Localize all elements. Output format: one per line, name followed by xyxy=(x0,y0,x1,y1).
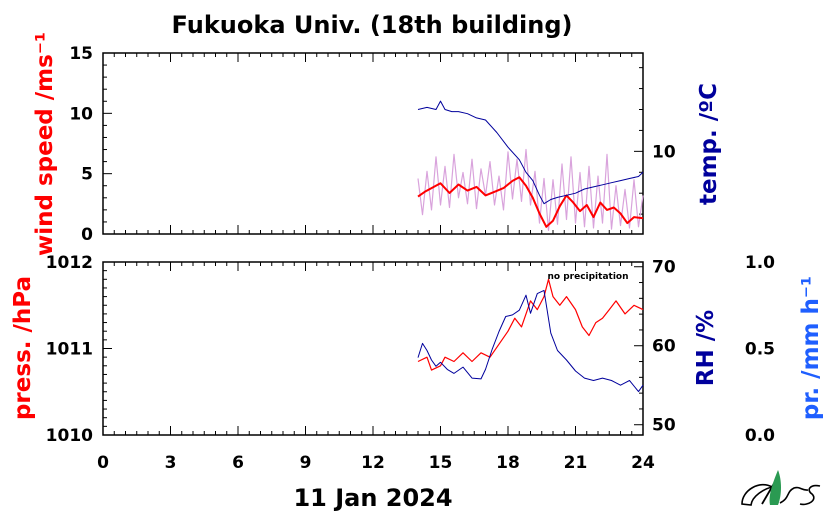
precip-tick-label: 0.0 xyxy=(745,426,775,446)
precip-tick-label: 1.0 xyxy=(745,253,775,273)
research-logo-icon xyxy=(741,470,821,506)
rh-tick-label: 50 xyxy=(652,416,676,436)
wind-mean-line xyxy=(417,176,644,228)
x-tick-label: 18 xyxy=(496,453,520,473)
data-lines xyxy=(417,100,644,393)
x-tick-label: 12 xyxy=(361,453,385,473)
pressure-tick-label: 1011 xyxy=(46,340,93,360)
top-panel-frame xyxy=(102,52,644,235)
rh-tick-label: 70 xyxy=(652,258,676,278)
x-tick-label: 15 xyxy=(429,453,453,473)
precip-axis-label: pr. /mm h⁻¹ xyxy=(798,276,824,420)
tick-labels: 0 3 6 9 12 15 18 21 24 0 5 10 15 1010 1011 1012 10 50 60 70… xyxy=(46,44,775,473)
wind-tick-label: 0 xyxy=(81,225,93,245)
chart-title: Fukuoka Univ. (18th building) xyxy=(172,11,573,39)
wind-tick-label: 15 xyxy=(69,44,93,64)
x-tick-label: 6 xyxy=(232,453,244,473)
pressure-tick-label: 1012 xyxy=(46,253,93,273)
bottom-panel-frame xyxy=(102,261,644,436)
pressure-axis-label: press. /hPa xyxy=(10,276,36,420)
rh-line xyxy=(417,289,644,393)
rh-tick-label: 60 xyxy=(652,337,676,357)
pressure-tick-label: 1010 xyxy=(46,426,93,446)
wind-tick-label: 10 xyxy=(69,104,93,124)
x-tick-label: 9 xyxy=(300,453,312,473)
tick-marks xyxy=(102,52,644,436)
rh-axis-label: RH /% xyxy=(693,310,719,386)
pressure-line xyxy=(417,278,644,371)
wind-axis-label: wind speed /ms⁻¹ xyxy=(32,32,58,256)
wind-raw-line xyxy=(417,148,644,231)
x-tick-label: 21 xyxy=(564,453,588,473)
wind-tick-label: 5 xyxy=(81,165,93,185)
x-tick-label: 3 xyxy=(165,453,177,473)
temp-tick-label: 10 xyxy=(652,142,676,162)
temp-line xyxy=(417,100,644,205)
x-tick-label: 0 xyxy=(97,453,109,473)
precipitation-note: no precipitation xyxy=(547,272,628,282)
precip-tick-label: 0.5 xyxy=(745,340,775,360)
temp-axis-label: temp. /ºC xyxy=(696,83,722,205)
x-axis-date-label: 11 Jan 2024 xyxy=(293,484,452,512)
x-tick-label: 24 xyxy=(631,453,655,473)
